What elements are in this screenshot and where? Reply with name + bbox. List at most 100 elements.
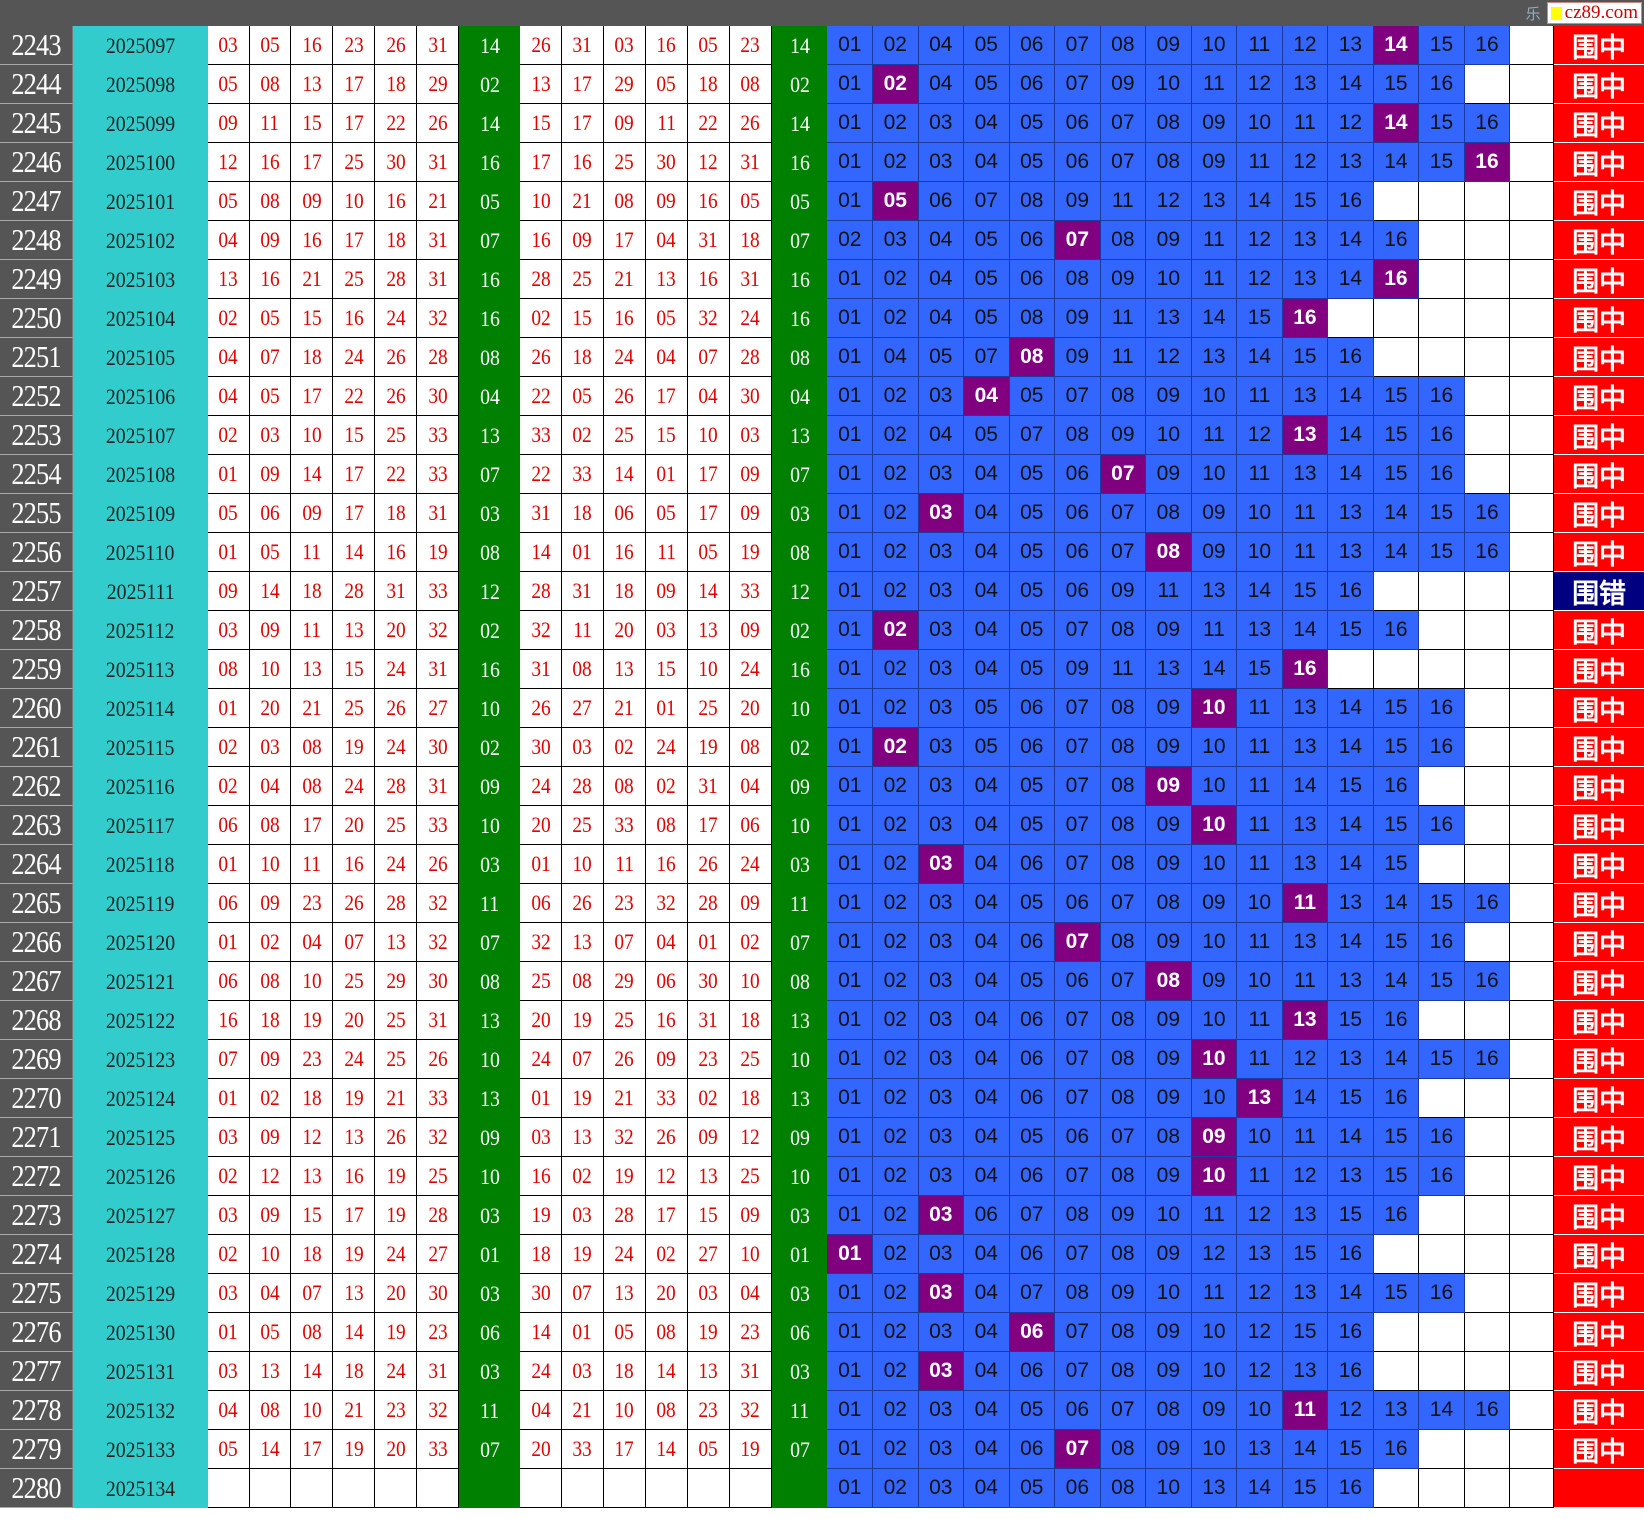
candidate-number: 04: [964, 1391, 1010, 1430]
candidate-number: 11: [1282, 962, 1329, 1001]
red-ball-shuffled: 19: [520, 1196, 562, 1235]
red-ball-text: 08: [260, 968, 280, 993]
candidate-number: 16: [1373, 611, 1420, 650]
red-ball-shuffled-text: 18: [530, 1241, 551, 1266]
red-ball-text: 13: [260, 1358, 280, 1383]
red-ball-shuffled: 13: [687, 1157, 730, 1196]
empty-cell: [1419, 221, 1465, 260]
special-number: 12: [459, 572, 521, 611]
candidate-number-text: 02: [883, 579, 907, 602]
period-number: 2025134: [72, 1469, 208, 1508]
candidate-number: 16: [1419, 65, 1465, 104]
candidate-number: 11: [1237, 806, 1283, 845]
period-number-text: 2025114: [105, 695, 175, 721]
red-ball-text: 08: [260, 188, 280, 213]
candidate-number: 11: [1100, 650, 1147, 689]
empty-cell: [1510, 1430, 1555, 1469]
red-ball-shuffled: [687, 1469, 730, 1508]
candidate-number: 09: [1146, 377, 1192, 416]
empty-cell: [1373, 1313, 1420, 1352]
candidate-number-text: 02: [883, 1164, 907, 1187]
period-number-text: 2025117: [105, 812, 175, 838]
red-ball-shuffled: 23: [687, 1391, 730, 1430]
candidate-number-text: 04: [929, 228, 953, 251]
red-ball-text: 08: [302, 773, 322, 798]
candidate-number-text: 02: [883, 111, 907, 134]
special-number-repeat-text: 08: [789, 968, 810, 994]
candidate-number-hit: 05: [873, 182, 919, 221]
candidate-number-text: 16: [1475, 1398, 1499, 1421]
candidate-number-text: 11: [1248, 774, 1271, 797]
candidate-number-hit-text: 13: [1293, 423, 1317, 446]
red-ball-shuffled: 18: [603, 1352, 646, 1391]
red-ball: 25: [333, 260, 376, 299]
red-ball: 26: [417, 845, 460, 884]
candidate-number: 15: [1419, 104, 1465, 143]
candidate-number: 15: [1237, 299, 1283, 338]
candidate-number: 13: [1146, 299, 1192, 338]
candidate-number: 08: [1146, 884, 1192, 923]
candidate-number-text: 08: [1111, 228, 1135, 251]
red-ball-shuffled: 12: [729, 1118, 772, 1157]
candidate-number-text: 14: [1247, 1476, 1272, 1499]
red-ball-shuffled-text: 05: [698, 539, 718, 564]
red-ball: 25: [333, 143, 376, 182]
candidate-number: 09: [1146, 923, 1192, 962]
candidate-number-hit-text: 11: [1293, 891, 1316, 914]
red-ball: 17: [291, 377, 334, 416]
empty-cell: [1464, 1196, 1511, 1235]
red-ball: 24: [375, 728, 418, 767]
candidate-number: 08: [1146, 1118, 1192, 1157]
candidate-number-text: 13: [1247, 618, 1272, 641]
issue-number-text: 2274: [11, 1236, 61, 1271]
period-number-text: 2025107: [105, 422, 175, 448]
red-ball-shuffled: 01: [687, 923, 730, 962]
table-row: 2257 2025111 09 14 18 28 31 33 12 28 31 18 09 14 33 12 0…: [0, 572, 1644, 611]
special-number-text: 11: [480, 890, 500, 916]
special-number: 14: [459, 26, 521, 65]
candidate-number: 07: [1100, 1391, 1147, 1430]
special-number-repeat-text: 11: [789, 1397, 810, 1423]
red-ball-shuffled: 16: [561, 143, 604, 182]
candidate-number-text: 02: [883, 150, 907, 173]
red-ball-text: 08: [260, 1397, 280, 1422]
red-ball-text: 22: [344, 383, 364, 408]
candidate-number-text: 03: [929, 1047, 953, 1070]
red-ball-shuffled: 09: [729, 884, 772, 923]
candidate-number: 06: [1009, 845, 1056, 884]
candidate-number-text: 09: [1111, 1281, 1135, 1304]
candidate-number-text: 05: [974, 306, 998, 329]
candidate-number-text: 01: [838, 267, 862, 290]
candidate-number-text: 09: [1202, 501, 1226, 524]
special-number-text: 03: [479, 851, 500, 877]
red-ball-shuffled: 02: [561, 416, 604, 455]
red-ball-shuffled-text: 09: [740, 1202, 760, 1227]
red-ball-shuffled: 25: [561, 806, 604, 845]
red-ball-text: 22: [386, 461, 406, 486]
candidate-number-hit-text: 10: [1202, 813, 1226, 836]
issue-number: 2243: [0, 26, 73, 65]
red-ball: 15: [333, 650, 376, 689]
candidate-number-text: 08: [1111, 735, 1135, 758]
red-ball-shuffled: 05: [561, 377, 604, 416]
result-badge: 围中: [1554, 1118, 1644, 1157]
special-number-text: 16: [479, 305, 500, 331]
red-ball-shuffled: 31: [687, 1001, 730, 1040]
red-ball-shuffled-text: 06: [530, 890, 551, 915]
candidate-number: 04: [918, 26, 965, 65]
red-ball-shuffled-text: 14: [656, 1436, 676, 1461]
red-ball-shuffled-text: 05: [656, 305, 676, 330]
red-ball-text: 05: [218, 71, 238, 96]
candidate-number: 13: [1328, 884, 1374, 923]
red-ball-text: 19: [428, 539, 448, 564]
result-badge: 围中: [1554, 221, 1644, 260]
candidate-number-text: 09: [1156, 1086, 1181, 1109]
red-ball-shuffled-text: 19: [614, 1163, 635, 1188]
result-badge-text: 围中: [1572, 851, 1627, 883]
candidate-number-text: 01: [838, 1359, 862, 1382]
candidate-number: 08: [1055, 1274, 1101, 1313]
red-ball-shuffled: 21: [561, 1391, 604, 1430]
candidate-number: 01: [827, 182, 873, 221]
red-ball-shuffled-text: 16: [530, 1163, 551, 1188]
red-ball-shuffled-text: 25: [614, 422, 635, 447]
